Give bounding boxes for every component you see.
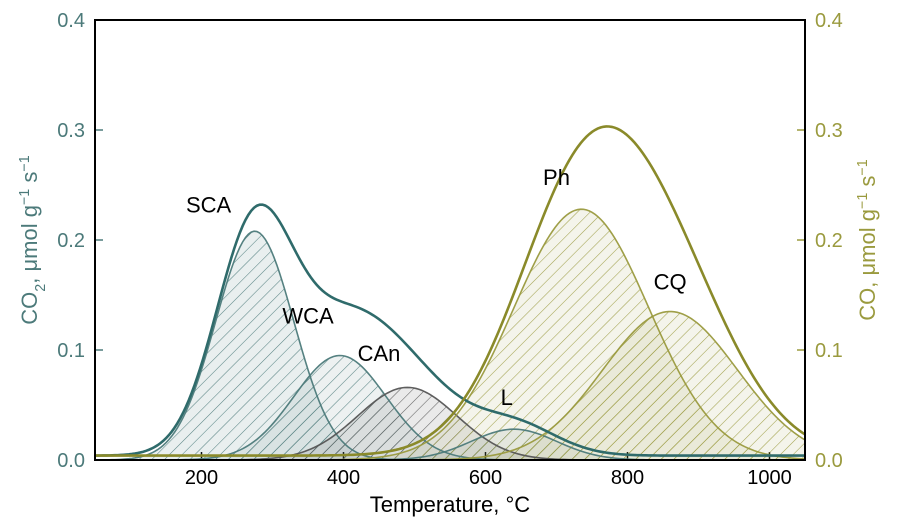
y2-tick-label: 0.1 <box>815 340 843 362</box>
y2-tick-label: 0.2 <box>815 230 843 252</box>
y1-tick-label: 0.0 <box>57 450 85 472</box>
y1-tick-label: 0.3 <box>57 120 85 142</box>
x-axis-label: Temperature, °C <box>370 492 531 517</box>
y2-tick-label: 0.4 <box>815 10 843 32</box>
x-tick-label: 400 <box>327 467 360 489</box>
y1-tick-label: 0.4 <box>57 10 85 32</box>
peak-label-can: CAn <box>358 341 401 366</box>
y1-tick-label: 0.2 <box>57 230 85 252</box>
peak-label-cq: CQ <box>654 270 687 295</box>
y1-tick-label: 0.1 <box>57 340 85 362</box>
y2-tick-label: 0.3 <box>815 120 843 142</box>
peak-label-wca: WCA <box>282 304 334 329</box>
x-tick-label: 1000 <box>747 467 792 489</box>
y2-tick-label: 0.0 <box>815 450 843 472</box>
y2-axis-label: CO, μmol g−1 s−1 <box>855 159 880 320</box>
peak-label-l: L <box>501 385 513 410</box>
peak-label-ph: Ph <box>543 165 570 190</box>
x-tick-label: 200 <box>185 467 218 489</box>
x-tick-label: 600 <box>469 467 502 489</box>
peak-label-sca: SCA <box>186 193 232 218</box>
x-tick-label: 800 <box>611 467 644 489</box>
